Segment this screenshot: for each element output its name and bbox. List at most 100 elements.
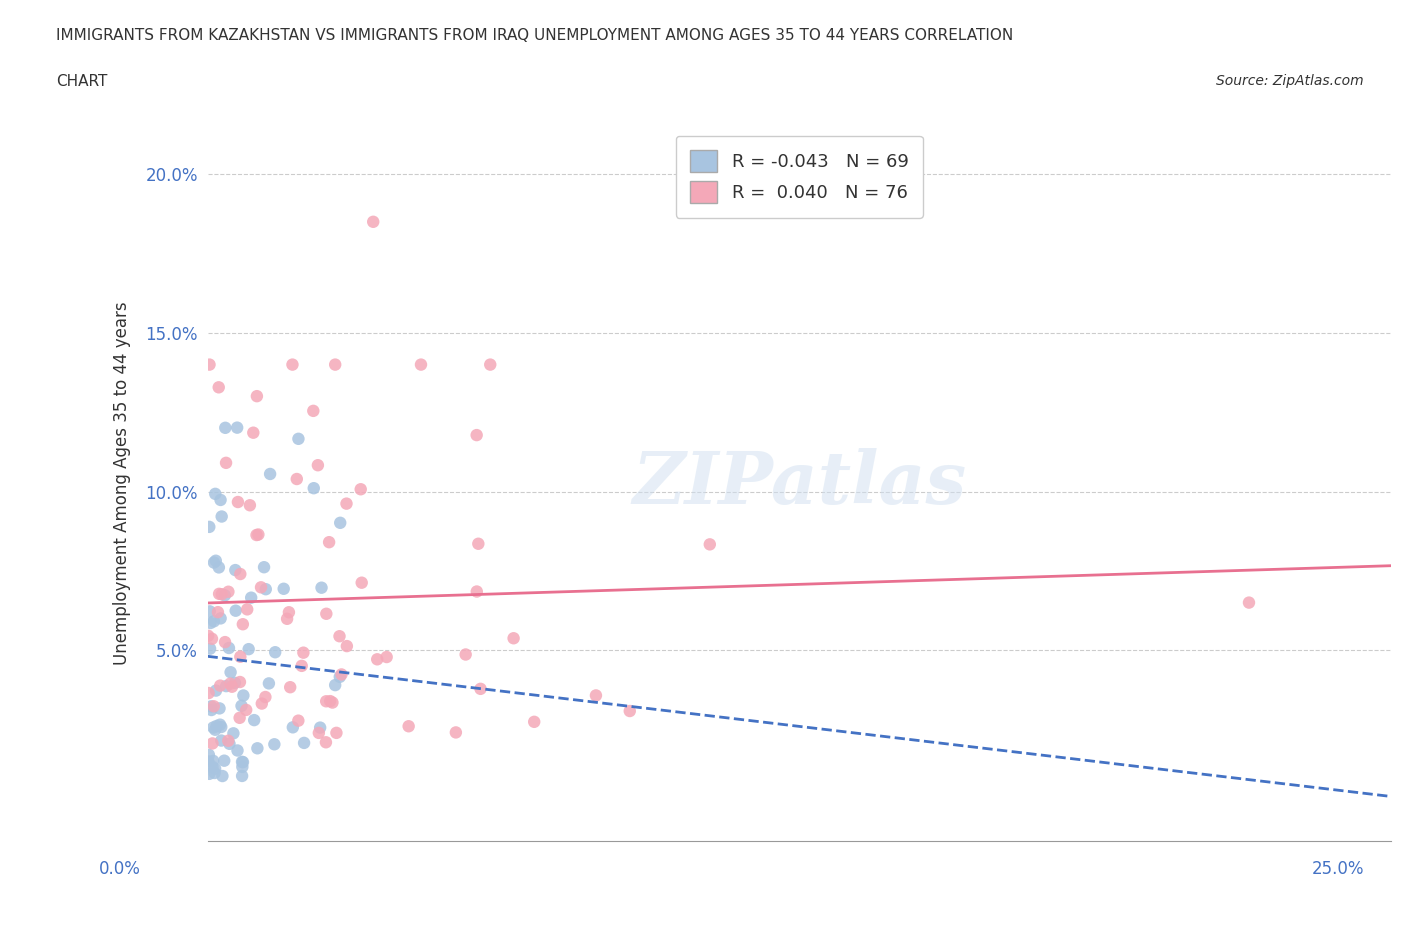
Point bbox=[222, 726, 245, 741]
Text: IMMIGRANTS FROM KAZAKHSTAN VS IMMIGRANTS FROM IRAQ UNEMPLOYMENT AMONG AGES 35 TO: IMMIGRANTS FROM KAZAKHSTAN VS IMMIGRANTS… bbox=[56, 28, 1014, 43]
Legend: R = -0.043   N = 69, R =  0.040   N = 76: R = -0.043 N = 69, R = 0.040 N = 76 bbox=[676, 136, 922, 218]
Point bbox=[215, 679, 238, 694]
Point bbox=[409, 357, 432, 372]
Point bbox=[366, 652, 388, 667]
Point bbox=[198, 766, 221, 781]
Point bbox=[302, 404, 325, 418]
Point bbox=[263, 737, 285, 751]
Point bbox=[229, 674, 252, 689]
Point bbox=[200, 699, 222, 714]
Point bbox=[335, 497, 357, 512]
Point bbox=[479, 357, 502, 372]
Point bbox=[309, 720, 332, 735]
Point bbox=[200, 702, 222, 717]
Point bbox=[318, 535, 340, 550]
Point bbox=[308, 725, 330, 740]
Point bbox=[292, 645, 315, 660]
Point bbox=[243, 712, 266, 727]
Point bbox=[231, 760, 253, 775]
Point bbox=[218, 737, 240, 751]
Point bbox=[454, 647, 477, 662]
Point bbox=[209, 720, 232, 735]
Point bbox=[330, 667, 353, 682]
Point bbox=[229, 566, 252, 581]
Point bbox=[250, 697, 273, 711]
Point bbox=[226, 743, 249, 758]
Point bbox=[225, 604, 247, 618]
Point bbox=[277, 604, 299, 619]
Point bbox=[212, 753, 235, 768]
Point bbox=[202, 720, 225, 735]
Point bbox=[205, 684, 228, 698]
Y-axis label: Unemployment Among Ages 35 to 44 years: Unemployment Among Ages 35 to 44 years bbox=[114, 302, 131, 665]
Point bbox=[198, 604, 221, 618]
Text: 25.0%: 25.0% bbox=[1312, 860, 1364, 878]
Point bbox=[205, 719, 228, 734]
Point bbox=[221, 679, 243, 694]
Point bbox=[207, 604, 229, 619]
Point bbox=[523, 714, 546, 729]
Point bbox=[197, 629, 219, 644]
Point bbox=[236, 602, 259, 617]
Point bbox=[209, 678, 232, 693]
Point bbox=[208, 701, 231, 716]
Point bbox=[215, 456, 238, 471]
Point bbox=[250, 580, 273, 595]
Point bbox=[214, 634, 236, 649]
Point bbox=[375, 649, 398, 664]
Point bbox=[467, 537, 489, 551]
Point bbox=[292, 736, 315, 751]
Point bbox=[202, 753, 225, 768]
Point bbox=[281, 720, 304, 735]
Point bbox=[246, 389, 269, 404]
Point bbox=[315, 606, 337, 621]
Point bbox=[240, 591, 263, 605]
Point bbox=[202, 555, 225, 570]
Text: ZIPatlas: ZIPatlas bbox=[633, 448, 966, 519]
Point bbox=[585, 688, 607, 703]
Point bbox=[246, 741, 269, 756]
Point bbox=[281, 357, 304, 372]
Point bbox=[219, 665, 242, 680]
Point bbox=[218, 641, 240, 656]
Point bbox=[211, 768, 233, 783]
Point bbox=[211, 509, 233, 524]
Point bbox=[350, 482, 373, 497]
Point bbox=[245, 527, 267, 542]
Point bbox=[208, 560, 231, 575]
Point bbox=[315, 735, 337, 750]
Point bbox=[204, 486, 226, 501]
Point bbox=[217, 734, 239, 749]
Point bbox=[619, 704, 641, 719]
Point bbox=[200, 616, 222, 631]
Point bbox=[211, 587, 233, 602]
Point bbox=[259, 467, 281, 482]
Point bbox=[239, 498, 262, 512]
Point bbox=[328, 629, 350, 644]
Point bbox=[231, 754, 253, 769]
Point bbox=[198, 748, 221, 763]
Point bbox=[329, 670, 352, 684]
Point bbox=[287, 713, 309, 728]
Point bbox=[325, 725, 347, 740]
Point bbox=[202, 698, 225, 713]
Point bbox=[231, 698, 253, 713]
Point bbox=[465, 428, 488, 443]
Point bbox=[287, 432, 309, 446]
Point bbox=[238, 642, 260, 657]
Point bbox=[321, 695, 343, 710]
Point bbox=[201, 760, 224, 775]
Point bbox=[1237, 595, 1260, 610]
Point bbox=[232, 688, 254, 703]
Point bbox=[311, 580, 333, 595]
Point bbox=[217, 584, 239, 599]
Point bbox=[204, 762, 226, 777]
Point bbox=[204, 723, 226, 737]
Point bbox=[291, 658, 314, 673]
Point bbox=[242, 425, 264, 440]
Point bbox=[319, 694, 342, 709]
Point bbox=[235, 702, 257, 717]
Point bbox=[208, 717, 231, 732]
Point bbox=[315, 694, 337, 709]
Point bbox=[209, 493, 232, 508]
